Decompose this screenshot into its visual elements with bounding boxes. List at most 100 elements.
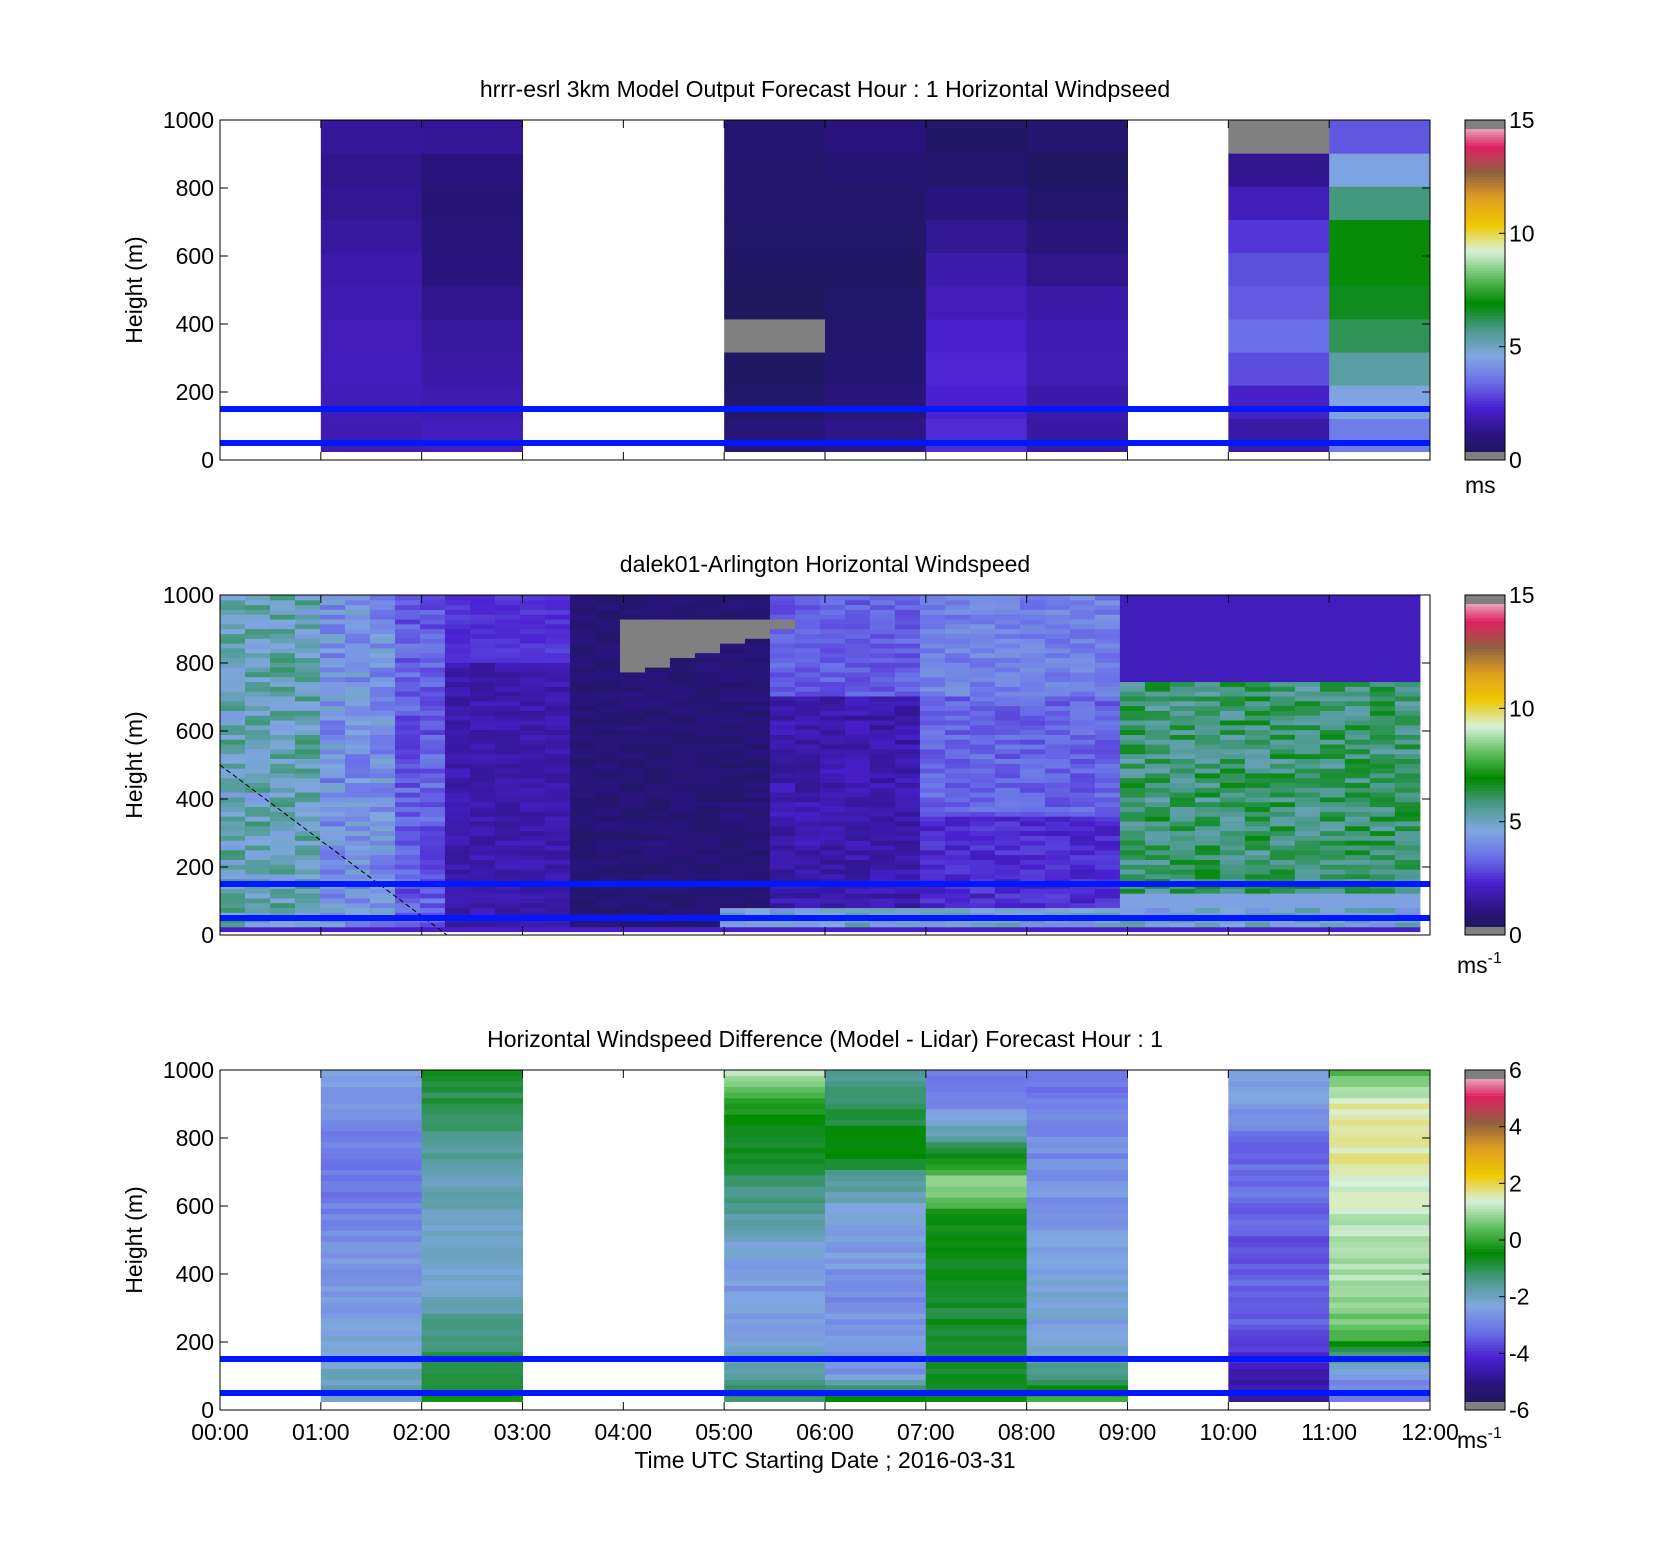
heatmap-cell [969,623,996,630]
heatmap-cell [1026,1141,1128,1148]
colorbar-segment [1465,326,1505,331]
heatmap-cell [220,796,246,803]
heatmap-cell [1194,854,1221,860]
heatmap-cell [519,748,546,755]
heatmap-cell [1119,796,1146,803]
heatmap-cell [419,830,446,836]
heatmap-cell [724,1279,826,1286]
heatmap-cell [469,806,496,812]
heatmap-cell [644,657,671,663]
heatmap-cell [494,758,521,764]
heatmap-cell [594,710,621,716]
heatmap-cell [1329,1103,1430,1110]
heatmap-cell [1244,859,1271,865]
heatmap-cell [1228,1219,1330,1226]
heatmap-cell [394,893,421,899]
heatmap-cell [1329,1340,1430,1347]
heatmap-cell [419,671,446,678]
heatmap-cell [719,710,746,716]
heatmap-cell [644,700,671,707]
colorbar-segment [1465,1310,1505,1315]
heatmap-cell [894,869,921,875]
heatmap-cell [1026,1373,1128,1380]
heatmap-cell [969,599,996,606]
colorbar-segment [1465,742,1505,746]
colorbar-segment [1465,1401,1505,1405]
heatmap-cell [421,1335,523,1342]
heatmap-cell [319,652,346,659]
heatmap-cell [220,801,246,808]
heatmap-cell [394,638,421,644]
heatmap-cell [220,671,246,678]
heatmap-cell [1194,744,1221,750]
heatmap-cell [894,729,921,735]
heatmap-cell [669,907,696,913]
heatmap-cell [724,1241,826,1248]
heatmap-cell [1369,787,1396,793]
heatmap-cell [1369,695,1396,702]
heatmap-cell [244,869,271,875]
colorbar-segment [1465,301,1505,305]
heatmap-cell [994,816,1021,822]
heatmap-cell [1244,619,1271,625]
heatmap-cell [1244,811,1271,817]
heatmap-cell [1294,744,1321,750]
heatmap-cell [894,806,921,812]
heatmap-cell [1294,816,1321,822]
heatmap-cell [969,926,996,933]
colorbar-segment [1465,756,1505,760]
heatmap-cell [1019,763,1046,769]
heatmap-cell [220,720,246,726]
heatmap-cell [794,854,821,860]
heatmap-cell [1269,811,1296,817]
heatmap-cell [244,873,271,880]
heatmap-cell [421,1086,523,1093]
heatmap-cell [944,845,971,851]
heatmap-cell [1344,681,1371,687]
heatmap-cell [1069,840,1096,846]
heatmap-cell [869,720,896,726]
heatmap-cell [1194,734,1221,740]
heatmap-cell [794,777,821,784]
heatmap-cell [1369,907,1396,913]
heatmap-cell [1228,1141,1330,1148]
heatmap-cell [1119,724,1146,731]
colorbar-segment [1465,1106,1505,1111]
heatmap-cell [1019,652,1046,659]
heatmap-cell [669,869,696,875]
heatmap-cell [394,849,421,856]
heatmap-cell [294,849,321,856]
heatmap-cell [421,1197,523,1204]
heatmap-cell [619,676,646,683]
colorbar-segment [1465,903,1505,908]
heatmap-cell [925,186,1028,220]
heatmap-cell [619,864,646,870]
heatmap-cell [1294,801,1321,808]
heatmap-cell [394,758,421,764]
heatmap-cell [369,638,396,644]
heatmap-cell [344,768,371,774]
heatmap-cell [944,734,971,740]
heatmap-cell [319,638,346,644]
heatmap-cell [1194,628,1221,634]
heatmap-cell [1026,1379,1128,1386]
heatmap-cell [1369,729,1396,735]
heatmap-cell [1019,840,1046,846]
heatmap-cell [1019,811,1046,817]
heatmap-cell [1228,1186,1330,1193]
heatmap-cell [819,633,846,639]
heatmap-cell [1244,744,1271,750]
heatmap-cell [1144,758,1171,764]
heatmap-cell [1228,1307,1330,1314]
heatmap-cell [421,352,523,386]
heatmap-cell [569,628,596,634]
heatmap-cell [794,657,821,663]
heatmap-cell [1369,926,1396,933]
heatmap-cell [1219,907,1246,913]
heatmap-cell [744,729,771,735]
heatmap-cell [619,792,646,798]
heatmap-cell [544,748,571,755]
heatmap-cell [1026,1130,1128,1137]
heatmap-cell [669,691,696,697]
heatmap-cell [1329,1086,1430,1093]
